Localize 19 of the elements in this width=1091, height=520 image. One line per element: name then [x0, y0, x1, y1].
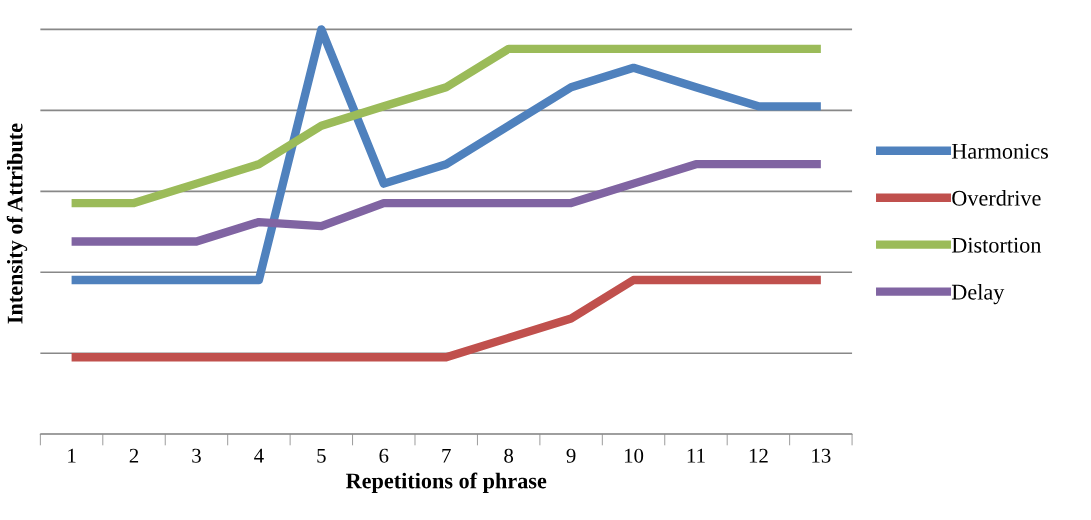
legend-label: Distortion [951, 237, 1042, 253]
x-tick-label: 1 [68, 448, 76, 463]
legend-label: Harmonics [951, 143, 1048, 159]
x-tick-label: 2 [129, 448, 139, 463]
x-tick-label: 7 [442, 448, 451, 463]
legend-label: Overdrive [952, 190, 1041, 206]
x-tick-label: 6 [379, 448, 389, 463]
x-tick-label: 4 [254, 448, 264, 463]
x-tick-label: 12 [749, 448, 768, 463]
x-tick-label: 5 [317, 448, 326, 463]
x-axis-title: Repetitions of phrase [345, 472, 547, 493]
x-tick-label: 10 [624, 448, 644, 463]
x-tick-label: 3 [192, 448, 201, 463]
y-axis-title: Intensity of Attribute [6, 123, 28, 324]
x-tick-label: 9 [566, 448, 576, 463]
x-tick-label: 11 [687, 448, 705, 463]
x-tick-label: 8 [504, 448, 514, 463]
x-tick-label: 13 [812, 448, 831, 463]
legend-label: Delay [951, 283, 1005, 305]
